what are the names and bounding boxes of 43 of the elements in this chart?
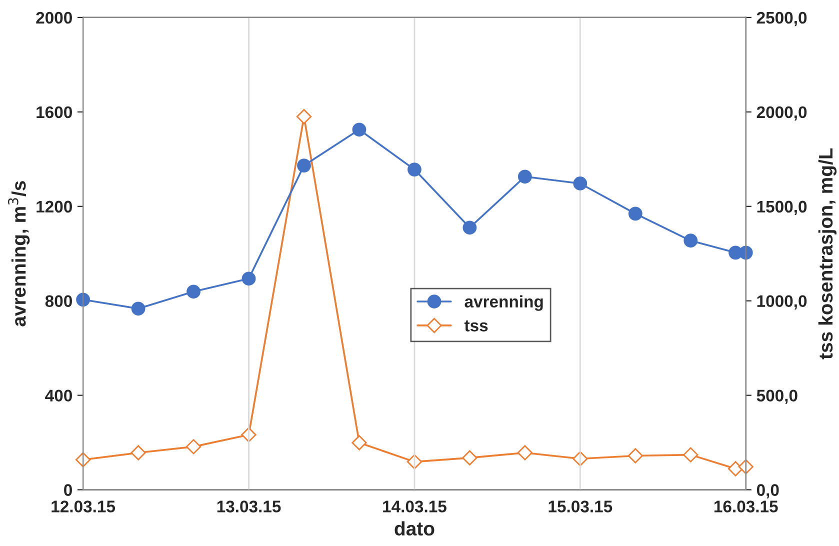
point xyxy=(408,162,422,176)
y2-tick-label: 1500,0 xyxy=(757,200,807,216)
point xyxy=(130,445,146,460)
legend-label: avrenning xyxy=(464,295,543,311)
y-tick-label: 2000 xyxy=(36,12,72,24)
point xyxy=(131,302,146,316)
y-axis-title: avrenning, m$^{3}$/s xyxy=(8,181,30,326)
point xyxy=(242,272,256,286)
y2-tick-label: 0,0 xyxy=(756,484,779,498)
point xyxy=(683,447,698,462)
y-tick-label: 800 xyxy=(45,295,72,308)
point xyxy=(628,448,643,464)
x-tick-label: 16.03.15 xyxy=(714,500,778,512)
point xyxy=(297,158,311,172)
point xyxy=(76,292,90,307)
point xyxy=(518,170,532,184)
point xyxy=(296,109,312,124)
y2-tick-label: 2500,0 xyxy=(756,12,807,26)
point xyxy=(628,206,642,221)
y-tick-label: 0 xyxy=(64,484,72,496)
x-axis-title: dato xyxy=(394,521,434,536)
point xyxy=(462,220,477,235)
y2-tick-label: 2000,0 xyxy=(756,106,807,121)
point xyxy=(352,122,366,137)
legend-label: tss xyxy=(464,320,488,332)
point xyxy=(186,439,202,454)
point xyxy=(406,454,422,470)
x-tick-label: 15.03.15 xyxy=(548,500,612,512)
point xyxy=(517,445,533,460)
y2-tick-label: 1000,0 xyxy=(757,295,807,310)
y2-tick-label: 500,0 xyxy=(756,390,798,404)
x-tick-label: 14.03.15 xyxy=(383,500,446,512)
point xyxy=(186,284,200,299)
point xyxy=(352,435,367,450)
point xyxy=(684,234,698,248)
y2-axis-title: tss kosentrasjon, mg/L xyxy=(818,148,837,360)
y-tick-label: 1200 xyxy=(36,200,72,213)
y-tick-label: 400 xyxy=(45,390,72,402)
x-tick-label: 12.03.15 xyxy=(52,500,116,512)
y-tick-label: 1600 xyxy=(36,106,72,118)
point xyxy=(462,450,478,466)
point xyxy=(573,176,588,190)
x-tick-label: 13.03.15 xyxy=(217,500,281,512)
